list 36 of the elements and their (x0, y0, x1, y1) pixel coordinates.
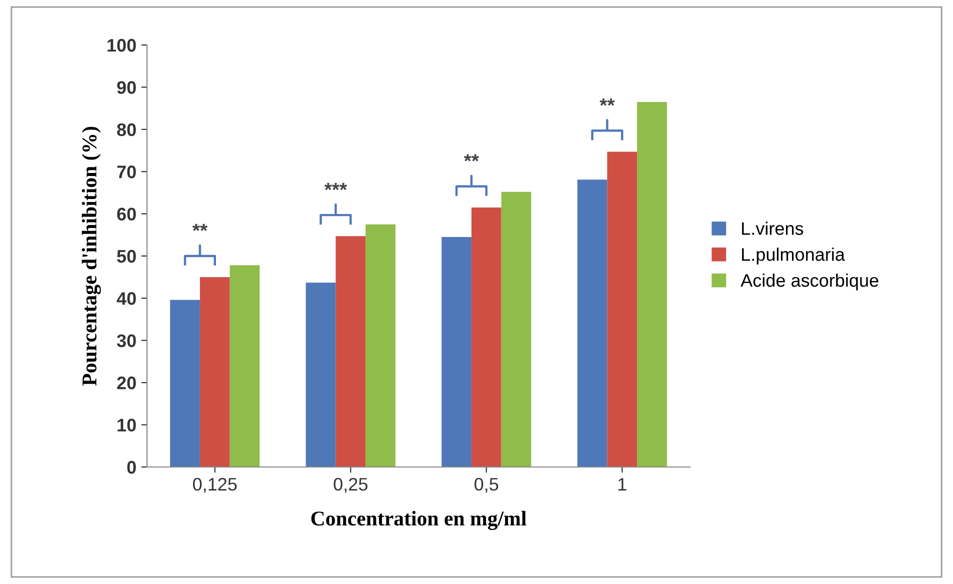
annotation: ** (600, 98, 615, 106)
bar (170, 300, 200, 467)
y-tick-label: 20 (117, 376, 136, 390)
y-tick-label: 40 (116, 292, 136, 305)
bar (577, 180, 608, 467)
y-tick-label: 90 (117, 81, 136, 94)
bar (336, 236, 366, 467)
y-tick-label: 70 (117, 166, 136, 178)
bar (200, 277, 230, 467)
y-tick-label: 50 (117, 250, 136, 263)
y-tick-label: 80 (117, 123, 136, 136)
x-axis-title: Concentration en mg/ml (311, 510, 526, 530)
x-tick-label: 0,25 (334, 478, 368, 493)
bar (471, 207, 502, 467)
bar (442, 237, 472, 467)
x-tick-label: 1 (618, 478, 626, 490)
bar (637, 102, 667, 467)
annotation: ** (192, 224, 208, 232)
legend-label: L.pulmonaria (742, 248, 845, 264)
annotation: *** (324, 182, 348, 190)
x-tick-label: 0,125 (192, 478, 237, 493)
legend-label: L.virens (742, 222, 804, 235)
y-tick-label: 0 (127, 460, 136, 474)
bar (607, 152, 638, 467)
annotation: ** (464, 154, 479, 162)
y-tick-label: 10 (118, 418, 136, 432)
x-tick-label: 0,5 (474, 478, 498, 493)
bar (230, 265, 260, 467)
bar (366, 224, 396, 467)
bar (306, 282, 336, 467)
y-tick-label: 30 (116, 334, 136, 348)
y-tick-label: 60 (117, 208, 136, 221)
y-tick-label: 100 (108, 38, 136, 52)
y-axis-title: Pourcentage d'inhibition (%) (82, 126, 101, 386)
bar (501, 192, 532, 467)
legend-label: Acide ascorbique (740, 274, 878, 290)
